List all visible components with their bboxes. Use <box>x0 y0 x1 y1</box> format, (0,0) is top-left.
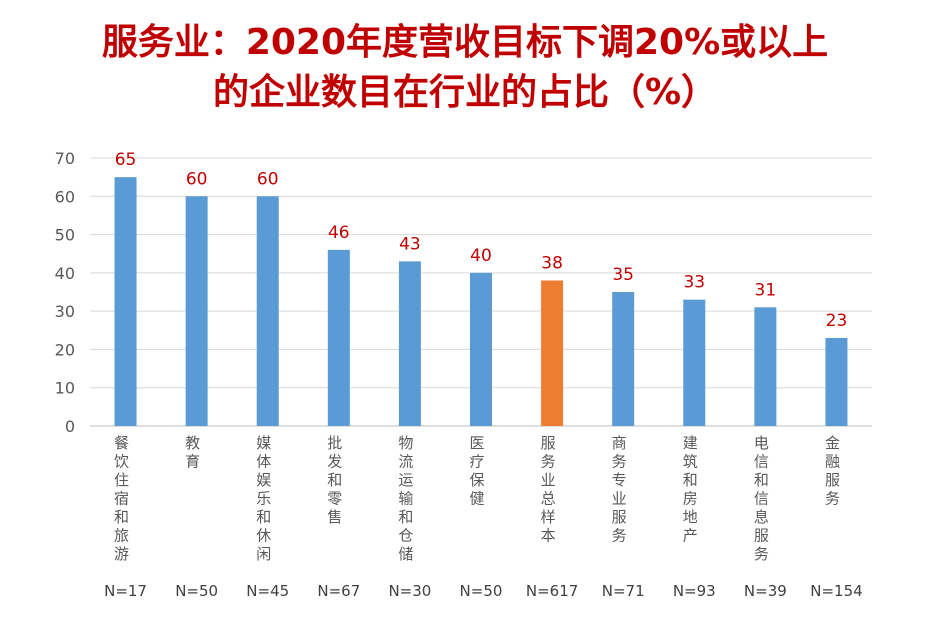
sample-size-label: N=17 <box>104 582 147 600</box>
data-label: 60 <box>257 169 279 189</box>
y-tick-label: 40 <box>55 264 75 283</box>
y-tick-label: 0 <box>65 417 75 436</box>
x-tick-label: 建筑和房地产 <box>683 434 698 545</box>
data-label: 33 <box>683 273 705 293</box>
y-tick-label: 20 <box>55 340 75 359</box>
bar <box>612 292 635 426</box>
sample-size-label: N=93 <box>673 582 716 600</box>
chart-title-line-2: 的企业数目在行业的占比（%） <box>212 72 718 113</box>
y-tick-label: 70 <box>55 149 75 168</box>
sample-size-label: N=39 <box>744 582 787 600</box>
bar <box>470 272 492 426</box>
data-label: 23 <box>826 311 848 331</box>
sample-size-label: N=67 <box>317 582 360 600</box>
y-tick-label: 10 <box>55 379 75 398</box>
data-label: 40 <box>470 246 492 266</box>
y-tick-label: 60 <box>55 187 75 206</box>
data-label: 65 <box>115 150 137 170</box>
sample-size-label: N=50 <box>175 582 218 600</box>
bar <box>683 299 706 426</box>
data-label: 60 <box>186 169 208 189</box>
x-tick-label: 商务专业服务 <box>612 434 627 545</box>
bar <box>114 177 137 426</box>
sample-size-label: N=617 <box>526 582 578 600</box>
bar <box>825 337 848 426</box>
x-tick-label: 医疗保健 <box>469 434 484 508</box>
data-label: 35 <box>612 265 634 285</box>
data-label: 46 <box>328 223 350 243</box>
sample-size-label: N=30 <box>388 582 431 600</box>
x-tick-label: 服务业总样本 <box>541 434 556 545</box>
bar <box>398 261 421 426</box>
data-label: 43 <box>399 234 421 254</box>
bar <box>327 249 350 426</box>
x-tick-label: 批发和零售 <box>327 434 342 526</box>
y-tick-label: 30 <box>55 302 75 321</box>
x-tick-label: 金融服务 <box>825 434 840 508</box>
y-tick-label: 50 <box>55 226 75 245</box>
bar <box>541 280 564 426</box>
chart-title-line-1: 服务业：2020年度营收目标下调20%或以上 <box>101 22 829 63</box>
sample-size-label: N=50 <box>460 582 503 600</box>
x-tick-label: 媒体娱乐和休闲 <box>256 434 271 563</box>
sample-size-label: N=71 <box>602 582 645 600</box>
chart-title: 服务业：2020年度营收目标下调20%或以上 的企业数目在行业的占比（%） <box>40 18 890 118</box>
x-tick-label: 电信和信息服务 <box>754 434 769 563</box>
bar <box>256 196 279 426</box>
sample-size-label: N=154 <box>810 582 862 600</box>
data-label: 38 <box>541 254 563 274</box>
x-tick-label: 教育 <box>185 434 200 471</box>
data-label: 31 <box>755 280 777 300</box>
sample-size-label: N=45 <box>246 582 289 600</box>
bar <box>185 196 208 426</box>
bar <box>754 307 777 426</box>
x-tick-label: 餐饮住宿和旅游 <box>114 434 129 563</box>
x-tick-label: 物流运输和仓储 <box>398 434 413 563</box>
